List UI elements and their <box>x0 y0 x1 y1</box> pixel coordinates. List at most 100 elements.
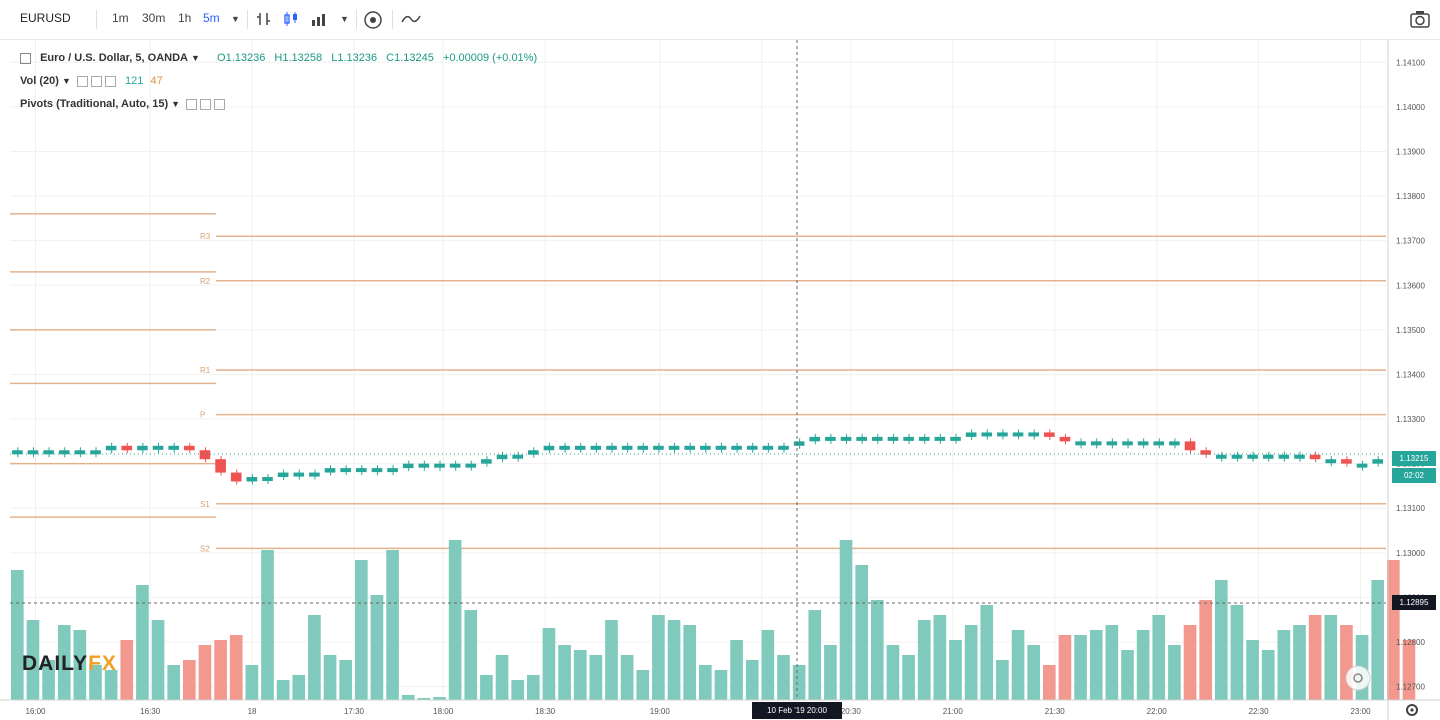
candle <box>1106 441 1118 446</box>
candle <box>58 450 70 455</box>
candle <box>684 445 695 450</box>
camera-icon[interactable] <box>1409 9 1431 29</box>
candle <box>637 445 649 450</box>
close-icon[interactable] <box>214 98 226 110</box>
volume-bars <box>11 540 1416 700</box>
candle <box>668 445 680 450</box>
settings-icon[interactable] <box>90 75 102 87</box>
volume-bar <box>401 695 415 700</box>
candle <box>496 454 508 460</box>
candlestick-icon[interactable] <box>283 11 299 27</box>
candle <box>1325 459 1337 464</box>
volume-bar <box>636 670 650 700</box>
collapse-legend-icon[interactable] <box>20 52 31 64</box>
volume-bar <box>183 660 196 700</box>
area-chart-icon[interactable] <box>311 11 329 27</box>
volume-bar <box>573 650 587 700</box>
volume-bar <box>1136 630 1150 700</box>
volume-bar <box>464 610 478 700</box>
price-series <box>12 429 1383 485</box>
interval-dropdown-chevron-icon[interactable]: ▼ <box>231 14 240 24</box>
top-toolbar: EURUSD 1m 30m 1h 5m ▼ ▼ <box>0 0 1440 40</box>
eye-icon[interactable] <box>186 98 198 110</box>
candle <box>340 468 351 473</box>
interval-1m[interactable]: 1m <box>112 11 129 25</box>
candle <box>512 454 523 459</box>
scroll-to-realtime-icon[interactable] <box>1344 664 1372 692</box>
volume-bar <box>1074 635 1087 700</box>
candle <box>715 445 727 450</box>
candle <box>1262 454 1274 459</box>
volume-down-value: 47 <box>150 75 163 87</box>
volume-bar <box>886 645 900 700</box>
chart-type-chevron-icon[interactable]: ▼ <box>340 14 349 24</box>
plus-circle-icon[interactable] <box>363 10 383 30</box>
volume-bar <box>1058 635 1072 700</box>
eye-icon[interactable] <box>76 75 88 87</box>
toolbar-divider <box>96 10 97 29</box>
volume-label[interactable]: Vol (20) <box>20 75 59 87</box>
candle <box>653 445 664 450</box>
indicators-icon[interactable] <box>400 12 422 26</box>
interval-1h[interactable]: 1h <box>178 11 192 25</box>
close-icon[interactable] <box>104 75 116 87</box>
volume-bar <box>745 660 759 700</box>
series-title[interactable]: Euro / U.S. Dollar, 5, OANDA <box>40 52 188 64</box>
candle <box>809 436 821 442</box>
volume-bar <box>229 635 243 700</box>
crosshair-price-label: 1.12895 <box>1392 595 1436 610</box>
volume-legend: Vol (20) ▼ 121 47 <box>20 75 163 87</box>
candle <box>1356 463 1368 468</box>
volume-bar <box>1387 560 1400 700</box>
interval-5m[interactable]: 5m <box>203 11 220 25</box>
candle <box>309 472 320 477</box>
candle <box>590 445 602 450</box>
volume-bar <box>11 570 24 700</box>
volume-bar <box>839 540 853 700</box>
y-tick-label: 1.12700 <box>1396 683 1425 692</box>
pivots-label[interactable]: Pivots (Traditional, Auto, 15) <box>20 98 169 110</box>
toolbar-divider <box>392 10 393 29</box>
x-tick-label: 21:30 <box>1045 707 1066 716</box>
ohlc-high: H1.13258 <box>274 52 323 64</box>
volume-bar <box>699 665 712 700</box>
current-price-label: 1.13215 <box>1392 451 1436 466</box>
candle <box>1137 441 1149 446</box>
bar-countdown-label: 02:02 <box>1392 468 1436 483</box>
candle <box>465 463 477 468</box>
chart-canvas[interactable]: R3 R2 R1 P S1 S2 1.14100 1.14000 1.13900 1.13800… <box>0 40 1440 720</box>
volume-bar <box>1105 625 1119 700</box>
volume-bar <box>89 665 102 700</box>
candle <box>293 472 305 477</box>
candle <box>449 463 461 468</box>
y-tick-label: 1.13500 <box>1396 326 1425 335</box>
bar-chart-icon[interactable] <box>256 11 272 27</box>
volume-bar <box>980 605 994 700</box>
y-tick-label: 1.14100 <box>1396 58 1425 67</box>
candle <box>731 445 742 450</box>
series-menu-chevron-icon[interactable]: ▼ <box>191 53 200 63</box>
candle <box>1341 459 1352 464</box>
candle <box>434 463 445 468</box>
settings-icon[interactable] <box>200 98 212 110</box>
volume-bar <box>448 540 462 700</box>
volume-bar <box>589 655 603 700</box>
volume-bar <box>198 645 212 700</box>
candle <box>262 477 273 482</box>
volume-up-value: 121 <box>125 75 144 87</box>
y-tick-label: 1.13400 <box>1396 370 1425 379</box>
volume-menu-chevron-icon[interactable]: ▼ <box>61 76 71 86</box>
crosshair-time-label: 10 Feb '19 20:00 <box>752 702 842 719</box>
candle <box>481 459 492 464</box>
gear-icon[interactable] <box>1403 701 1421 719</box>
main-series-legend: Euro / U.S. Dollar, 5, OANDA ▼ O1.13236 … <box>20 52 537 64</box>
volume-bar <box>1199 600 1212 700</box>
volume-bar <box>1043 665 1056 700</box>
symbol-search[interactable]: EURUSD <box>20 11 71 25</box>
candle <box>1169 441 1180 446</box>
interval-30m[interactable]: 30m <box>142 11 166 25</box>
candle <box>74 450 86 455</box>
volume-bar <box>151 620 165 700</box>
toolbar-divider <box>247 10 248 29</box>
pivots-menu-chevron-icon[interactable]: ▼ <box>171 99 181 109</box>
